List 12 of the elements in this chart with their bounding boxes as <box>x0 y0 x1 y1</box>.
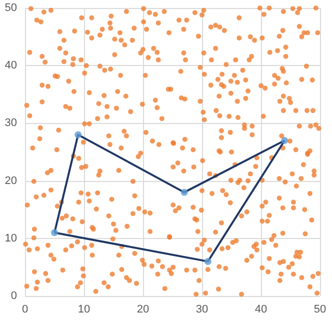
x-tick-label: 30 <box>196 304 208 316</box>
y-tick-label: 10 <box>4 232 17 244</box>
x-tick-label: 10 <box>78 304 90 316</box>
y-tick-label: 50 <box>4 2 17 14</box>
x-tick-label: 0 <box>22 304 28 316</box>
x-tick-label: 50 <box>314 304 326 316</box>
x-tick-label: 20 <box>136 304 150 316</box>
y-tick-label: 30 <box>4 117 17 130</box>
x-tick-label: 40 <box>254 304 268 316</box>
y-tick-label: 20 <box>4 174 17 187</box>
y-tick-label: 0 <box>10 290 17 302</box>
y-tick-label: 40 <box>4 60 17 72</box>
